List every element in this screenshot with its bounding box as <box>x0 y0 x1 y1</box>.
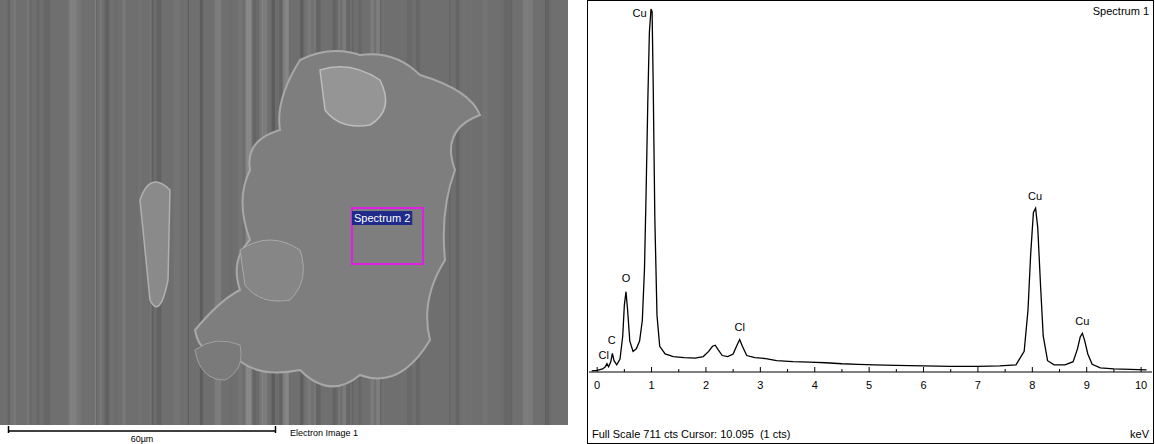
scale-bar-end <box>275 426 277 433</box>
peak-label: Cu <box>1075 315 1089 327</box>
x-tick <box>869 367 870 372</box>
x-minor-tick <box>787 369 788 372</box>
sem-image <box>0 0 568 425</box>
streak <box>96 0 97 425</box>
x-minor-tick <box>678 369 679 372</box>
streak <box>29 0 32 425</box>
streak <box>449 0 451 425</box>
flake <box>140 182 170 307</box>
streak <box>71 0 77 425</box>
x-minor-tick <box>841 369 842 372</box>
x-minor-tick <box>1059 369 1060 372</box>
particle-lobe <box>240 240 303 301</box>
x-tick-label: 2 <box>703 379 709 391</box>
streak <box>174 0 180 425</box>
panel-frame <box>588 1 1154 444</box>
x-tick <box>1032 367 1033 372</box>
x-tick-label: 5 <box>866 379 872 391</box>
x-tick <box>705 367 706 372</box>
peak-label: Cu <box>633 7 647 19</box>
peak-label: Cu <box>1028 190 1042 202</box>
peak-label: C <box>608 334 616 346</box>
x-axis <box>589 372 1152 373</box>
streak <box>122 0 125 425</box>
streak <box>14 0 16 425</box>
sem-background <box>0 0 568 425</box>
x-tick-label: 9 <box>1084 379 1090 391</box>
region-label-bg <box>352 211 412 225</box>
streak <box>76 0 81 425</box>
x-axis-title: keV <box>1130 428 1150 440</box>
x-tick-label: 8 <box>1029 379 1035 391</box>
x-tick-label: 3 <box>757 379 763 391</box>
figure: Spectrum 2 60µm Electron Image 1 0 1 2 3 4 5 6 7 8 9… <box>0 0 1155 444</box>
x-tick-label: 4 <box>812 379 818 391</box>
streak <box>482 0 488 425</box>
x-tick-label: 10 <box>1135 379 1147 391</box>
particle-top <box>320 67 386 126</box>
x-tick <box>597 367 598 372</box>
streak <box>546 0 551 425</box>
streak <box>543 0 546 425</box>
x-minor-tick <box>624 369 625 372</box>
x-tick <box>651 367 652 372</box>
streak <box>97 0 104 425</box>
x-tick <box>814 367 815 372</box>
peak-label: O <box>622 272 631 284</box>
particle <box>195 51 480 386</box>
streak <box>527 0 533 425</box>
x-minor-tick <box>1005 369 1006 372</box>
streak <box>456 0 460 425</box>
x-tick <box>977 367 978 372</box>
streak <box>29 0 32 425</box>
streak <box>469 0 475 425</box>
x-tick <box>760 367 761 372</box>
streak <box>11 0 14 425</box>
x-tick-label: 7 <box>975 379 981 391</box>
streak <box>8 0 11 425</box>
streak <box>463 0 468 425</box>
footer: Full Scale 711 cts Cursor: 10.095 (1 cts… <box>592 428 791 440</box>
peak-label: Cl <box>598 349 608 361</box>
scale-bar-label: 60µm <box>131 434 154 444</box>
x-tick-label: 1 <box>648 379 654 391</box>
x-tick <box>1086 367 1087 372</box>
streak <box>114 0 118 425</box>
region-label: Spectrum 2 <box>354 212 410 224</box>
streak <box>95 0 96 425</box>
x-minor-tick <box>896 369 897 372</box>
x-tick <box>923 367 924 372</box>
streak <box>0 0 4 425</box>
peak-label: Cl <box>734 321 744 333</box>
plot-area <box>592 9 1147 371</box>
streak <box>36 0 39 425</box>
caption: Electron Image 1 <box>290 428 358 438</box>
streak <box>105 0 110 425</box>
streak <box>188 0 189 425</box>
x-tick-label: 0 <box>594 379 600 391</box>
spectrum-line <box>592 9 1147 371</box>
scale-bar <box>8 430 276 432</box>
streak <box>523 0 528 425</box>
scale-bar-end <box>8 426 10 433</box>
streak <box>504 0 511 425</box>
x-minor-tick <box>950 369 951 372</box>
particle-lobe <box>195 341 241 380</box>
title: Spectrum 1 <box>1093 5 1149 17</box>
x-minor-tick <box>733 369 734 372</box>
streak <box>505 0 508 425</box>
region-box <box>352 208 423 264</box>
streak <box>44 0 50 425</box>
x-tick-label: 6 <box>920 379 926 391</box>
